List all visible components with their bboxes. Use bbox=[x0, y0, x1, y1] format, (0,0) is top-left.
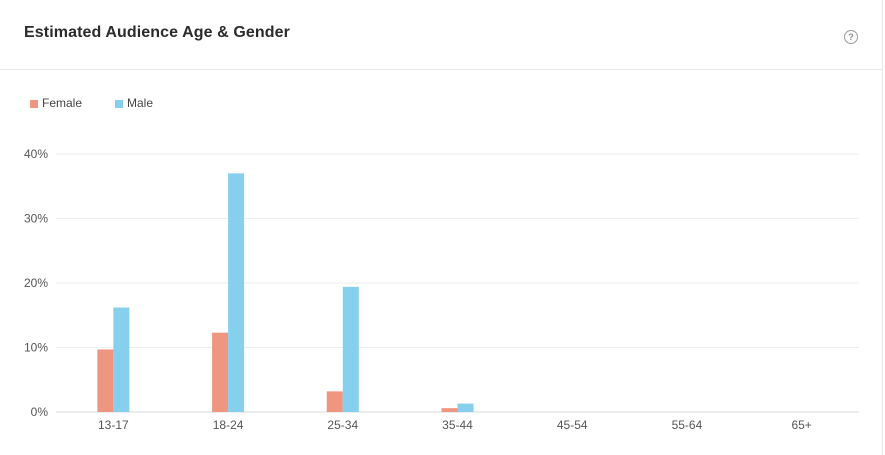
legend-swatch-male bbox=[115, 100, 123, 108]
x-tick-label: 65+ bbox=[791, 418, 811, 432]
question-circle-icon[interactable]: ? bbox=[844, 30, 858, 44]
legend-swatch-female bbox=[30, 100, 38, 108]
bar-female bbox=[97, 349, 114, 412]
legend-label-female: Female bbox=[42, 96, 83, 110]
bar-male bbox=[457, 403, 474, 412]
bar-female bbox=[441, 408, 458, 412]
bar-male bbox=[113, 307, 130, 412]
legend-label-male: Male bbox=[127, 96, 154, 110]
bar-male bbox=[228, 173, 245, 412]
x-tick-label: 45-54 bbox=[557, 418, 588, 432]
y-tick-label: 0% bbox=[31, 405, 49, 419]
y-tick-label: 40% bbox=[24, 147, 48, 161]
bar-male bbox=[342, 286, 359, 412]
x-tick-label: 25-34 bbox=[327, 418, 358, 432]
y-tick-label: 20% bbox=[24, 276, 48, 290]
x-tick-label: 35-44 bbox=[442, 418, 473, 432]
y-tick-label: 10% bbox=[24, 341, 48, 355]
y-tick-label: 30% bbox=[24, 212, 48, 226]
bar-female bbox=[212, 332, 229, 412]
card-header: Estimated Audience Age & Gender ? bbox=[0, 0, 883, 70]
bar-female bbox=[326, 391, 343, 412]
x-tick-label: 55-64 bbox=[672, 418, 703, 432]
x-tick-label: 13-17 bbox=[98, 418, 129, 432]
card-title: Estimated Audience Age & Gender bbox=[24, 24, 290, 41]
x-tick-label: 18-24 bbox=[213, 418, 244, 432]
